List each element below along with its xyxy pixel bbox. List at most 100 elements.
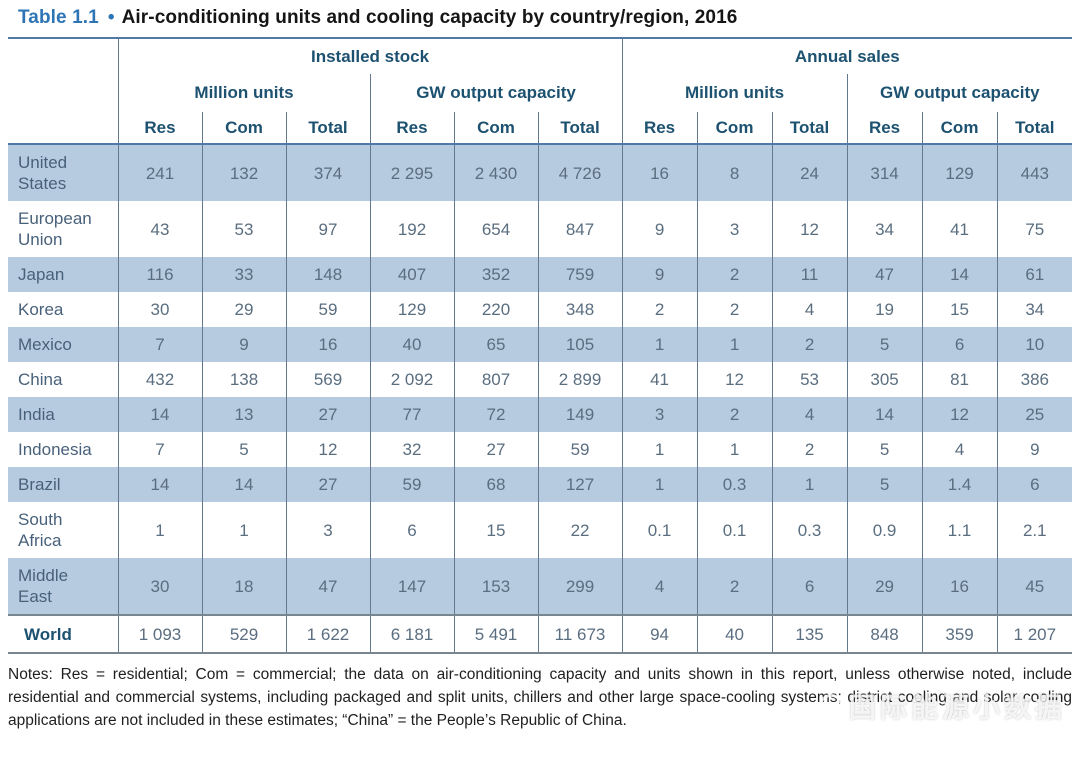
row-label: Japan (8, 257, 119, 292)
cell: 220 (453, 292, 538, 327)
cell: 15 (453, 502, 538, 558)
table-row: United States 241 132 374 2 295 2 430 4 726 16 8… (8, 144, 1073, 201)
cell: 40 (369, 327, 454, 362)
cell: 11 (771, 257, 848, 292)
cell: 12 (921, 397, 998, 432)
cell: 1 (201, 502, 286, 558)
cell: 2 (696, 397, 773, 432)
cell: 47 (285, 558, 370, 615)
installed-million-units: Million units (118, 74, 370, 112)
cell: 1 207 (996, 614, 1073, 653)
table-body: United States 241 132 374 2 295 2 430 4 726 16 8… (8, 144, 1073, 653)
cell: 5 (201, 432, 286, 467)
cell: 59 (285, 292, 370, 327)
cell: 10 (996, 327, 1073, 362)
table-row: South Africa 1 1 3 6 15 22 0.1 0.1 0.3 0.9 1.1 2.1 (8, 502, 1073, 558)
cell: 1.1 (921, 502, 998, 558)
cell: 7 (155, 335, 165, 354)
col-res: Res (118, 112, 202, 144)
col-res: Res (846, 112, 923, 144)
col-res: Res (369, 112, 454, 144)
cell: 4 (621, 558, 698, 615)
cell: 14 (921, 257, 998, 292)
row-label: Middle East (8, 558, 119, 615)
cell: 13 (201, 397, 286, 432)
title-bullet: • (107, 7, 115, 28)
cell: 359 (921, 614, 998, 653)
cell: 29 (846, 558, 923, 615)
data-table: Installed stock Annual sales Million uni… (8, 37, 1073, 654)
cell: 8 (696, 144, 773, 201)
row-label: China (8, 362, 119, 397)
row-label: Mexico (8, 327, 119, 362)
cell: 6 (996, 467, 1073, 502)
cell: 3 (285, 502, 370, 558)
row-label: Korea (8, 292, 119, 327)
cell: 22 (537, 502, 623, 558)
cell: 27 (285, 467, 370, 502)
cell: 192 (369, 201, 454, 257)
cell: 129 (921, 144, 998, 201)
cell: 0.3 (696, 467, 773, 502)
installed-gw-capacity: GW output capacity (369, 74, 623, 112)
cell: 0.3 (771, 502, 848, 558)
cell: 5 (846, 327, 923, 362)
cell: 59 (369, 467, 454, 502)
cell: 2 (696, 558, 773, 615)
cell: 1 (621, 432, 698, 467)
cell: 127 (537, 467, 623, 502)
cell: 1 (696, 432, 773, 467)
cell: 153 (453, 558, 538, 615)
cell: 34 (846, 201, 923, 257)
cell: 5 (846, 432, 923, 467)
cell: 65 (453, 327, 538, 362)
cell: 14 (150, 405, 170, 424)
table-number: Table 1.1 (18, 7, 99, 28)
table-row: Mexico 7 9 16 40 65 105 1 1 2 5 6 10 (8, 327, 1073, 362)
cell: 2 (771, 432, 848, 467)
cell: 1.4 (921, 467, 998, 502)
cell: 135 (771, 614, 848, 653)
header-row-sub: Res Com Total Res Com Total Res Com Tota… (8, 112, 1073, 144)
cell: 116 (146, 265, 174, 284)
table-row: Indonesia 7 5 12 32 27 59 1 1 2 5 4 9 (8, 432, 1073, 467)
cell: 352 (453, 257, 538, 292)
cell: 15 (921, 292, 998, 327)
cell: 16 (921, 558, 998, 615)
row-label: Brazil (8, 467, 119, 502)
cell: 0.1 (696, 502, 773, 558)
cell: 30 (150, 300, 170, 319)
cell: 149 (537, 397, 623, 432)
table-row: India 14 13 27 77 72 149 3 2 4 14 12 25 (8, 397, 1073, 432)
cell: 847 (537, 201, 623, 257)
cell: 24 (771, 144, 848, 201)
table-row: Korea 30 29 59 129 220 348 2 2 4 19 15 34 (8, 292, 1073, 327)
cell: 305 (846, 362, 923, 397)
col-total: Total (537, 112, 623, 144)
col-com: Com (696, 112, 773, 144)
cell: 529 (201, 614, 286, 653)
row-label: South Africa (8, 502, 119, 558)
table-row: European Union 43 53 97 192 654 847 9 3 12 34 41 75 (8, 201, 1073, 257)
cell: 75 (996, 201, 1073, 257)
cell: 407 (369, 257, 454, 292)
cell: 9 (621, 201, 698, 257)
row-label: European Union (8, 201, 119, 257)
table-notes: Notes: Res = residential; Com = commerci… (8, 666, 1072, 729)
row-label: World (8, 614, 119, 653)
cell: 94 (621, 614, 698, 653)
annual-million-units: Million units (621, 74, 848, 112)
cell: 14 (846, 397, 923, 432)
cell: 9 (201, 327, 286, 362)
cell: 12 (285, 432, 370, 467)
cell: 0.1 (621, 502, 698, 558)
cell: 314 (846, 144, 923, 201)
cell: 16 (621, 144, 698, 201)
annual-gw-capacity: GW output capacity (846, 74, 1073, 112)
cell: 41 (921, 201, 998, 257)
cell: 12 (771, 201, 848, 257)
cell: 348 (537, 292, 623, 327)
header-row-groups: Installed stock Annual sales (8, 38, 1073, 144)
table-title: Table 1.1 • Air-conditioning units and coo… (0, 0, 1080, 35)
